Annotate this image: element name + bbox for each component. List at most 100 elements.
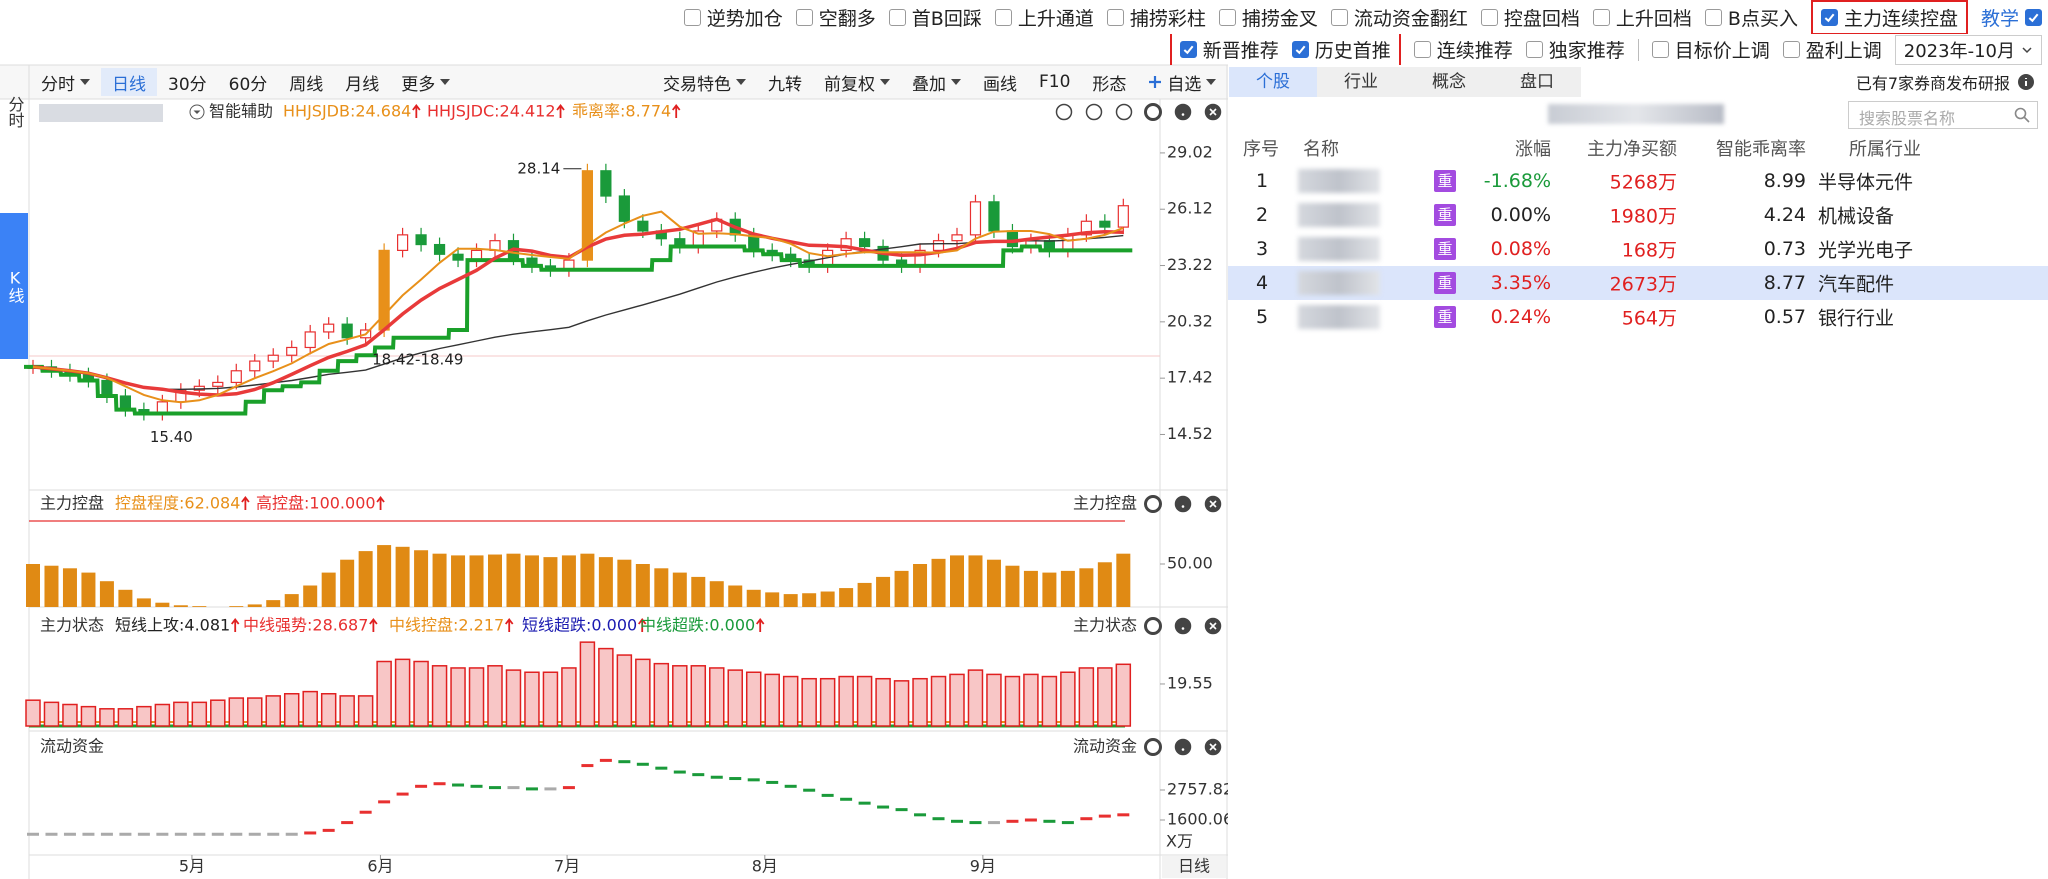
net-buy: 168万 — [1621, 239, 1677, 262]
toolbar-row: 逆势加仓 空翻多 首B回踩 上升通道 捕捞彩柱 捕捞金叉 流动资金翻红 控盘回档 上升回档 B点买… — [683, 0, 2042, 34]
stock-tab[interactable]: 行业 — [1344, 72, 1378, 92]
checkbox[interactable] — [888, 8, 906, 26]
checkbox[interactable] — [1704, 8, 1722, 26]
checkbox-option[interactable]: 目标价上调 — [1651, 36, 1770, 63]
checkbox[interactable] — [1651, 41, 1669, 58]
checkbox[interactable] — [1592, 8, 1610, 26]
tab[interactable]: 前复权 — [813, 68, 901, 96]
panel-title: 主力状态 — [40, 616, 104, 635]
checkbox[interactable] — [1480, 8, 1498, 26]
tab-label: 叠加 — [912, 74, 946, 95]
tool-icon[interactable] — [1055, 103, 1073, 121]
candle-body — [230, 370, 242, 384]
checkbox[interactable] — [2025, 8, 2042, 26]
bar — [228, 697, 245, 727]
settings-icon[interactable] — [1144, 103, 1162, 121]
tab[interactable]: 更多 — [390, 68, 461, 96]
checkbox-option[interactable]: 空翻多 — [795, 4, 876, 31]
checkbox[interactable] — [683, 8, 701, 26]
settings-icon[interactable] — [1144, 495, 1162, 513]
tab[interactable]: F10 — [1028, 68, 1081, 96]
bar — [155, 602, 170, 607]
bar — [450, 667, 466, 727]
bar — [1078, 667, 1095, 727]
bar — [764, 673, 780, 727]
checkbox[interactable] — [1291, 41, 1309, 58]
tool-icon[interactable] — [1085, 103, 1103, 121]
stock-tab[interactable]: 概念 — [1432, 72, 1466, 92]
price-annotation: 28.14 — [517, 159, 560, 177]
bar — [967, 669, 984, 727]
info-icon[interactable] — [2017, 73, 2035, 91]
stock-tab[interactable]: 盘口 — [1520, 72, 1554, 92]
candle-body — [101, 379, 113, 397]
tab[interactable]: 画线 — [972, 68, 1028, 96]
checkbox[interactable] — [1218, 8, 1236, 26]
month-select[interactable]: 2023年-10月 — [1894, 34, 2042, 65]
checkbox[interactable] — [994, 8, 1012, 26]
bar — [80, 705, 97, 727]
settings-icon[interactable] — [1144, 617, 1162, 635]
checkbox[interactable] — [1782, 41, 1800, 58]
checkbox-option[interactable]: 逆势加仓 — [683, 4, 783, 31]
tab[interactable]: 月线 — [334, 68, 390, 96]
checkbox-option[interactable]: 首B回踩 — [888, 4, 982, 31]
up-arrow — [556, 104, 565, 118]
net-buy: 1980万 — [1609, 205, 1677, 228]
checkbox-option[interactable]: 盈利上调 — [1782, 36, 1882, 63]
checkbox[interactable] — [1106, 8, 1124, 26]
tab[interactable]: 分时 — [30, 68, 101, 96]
checkbox[interactable] — [1330, 8, 1348, 26]
tab[interactable]: 日线 — [101, 68, 157, 96]
checkbox-option[interactable]: B点买入 — [1704, 4, 1798, 31]
checkbox-option[interactable]: 流动资金翻红 — [1330, 4, 1468, 31]
help-icon[interactable] — [1174, 738, 1192, 756]
checkbox-option[interactable]: 新晋推荐 — [1179, 36, 1279, 63]
checkbox-option[interactable]: 连续推荐 — [1413, 36, 1513, 63]
bar — [488, 554, 502, 607]
tab[interactable]: 周线 — [278, 68, 334, 96]
checkbox-option[interactable]: 上升回档 — [1592, 4, 1692, 31]
option-label: 上升通道 — [1017, 7, 1094, 30]
tab-label: 周线 — [289, 74, 324, 95]
checkbox-option[interactable]: 控盘回档 — [1480, 4, 1580, 31]
checkbox[interactable] — [1413, 41, 1431, 58]
blurred-name — [1298, 203, 1380, 227]
tool-icon[interactable] — [1115, 103, 1133, 121]
change: 0.08% — [1490, 238, 1551, 260]
checkbox[interactable] — [1179, 41, 1197, 58]
tab[interactable]: 九转 — [757, 68, 813, 96]
checkbox-option[interactable]: 捕捞金叉 — [1218, 4, 1318, 31]
check-mark — [1295, 45, 1306, 55]
help-icon[interactable] — [1174, 103, 1192, 121]
tab[interactable]: 自选 — [1137, 68, 1227, 96]
bar — [358, 551, 373, 607]
tab[interactable]: 60分 — [218, 68, 279, 96]
tab[interactable]: 叠加 — [901, 68, 972, 96]
checkbox[interactable] — [1525, 41, 1543, 58]
checkbox-option[interactable]: 上升通道 — [994, 4, 1094, 31]
tag-badge: 重 — [1434, 238, 1456, 260]
checkbox[interactable] — [795, 8, 813, 26]
checkbox-option[interactable]: 主力连续控盘 — [1820, 4, 1958, 31]
search-box[interactable]: 搜索股票名称 — [1848, 101, 2038, 129]
assist-menu-icon[interactable] — [189, 104, 205, 120]
tab[interactable]: 交易特色 — [652, 68, 757, 96]
bar — [431, 665, 448, 727]
settings-icon[interactable] — [1144, 738, 1162, 756]
checkbox[interactable] — [1820, 8, 1838, 26]
flow-dash — [599, 758, 612, 762]
bar — [414, 550, 429, 607]
checkbox-option[interactable]: 捕捞彩柱 — [1106, 4, 1206, 31]
flow-dash — [119, 832, 132, 836]
tab[interactable]: 形态 — [1081, 68, 1137, 96]
option-label: 盈利上调 — [1805, 40, 1882, 62]
help-icon[interactable] — [1174, 495, 1192, 513]
tab[interactable]: 30分 — [157, 68, 218, 96]
help-icon[interactable] — [1174, 617, 1192, 635]
checkbox-option[interactable]: 教学 — [1981, 4, 2042, 31]
stock-tab[interactable]: 个股 — [1229, 67, 1317, 97]
toolbar-row: 新晋推荐 历史首推 连续推荐 独家推荐 目标价上调 盈利上调 2023年-10月 — [1150, 34, 2042, 65]
checkbox-option[interactable]: 历史首推 — [1291, 36, 1391, 63]
checkbox-option[interactable]: 独家推荐 — [1525, 36, 1625, 63]
